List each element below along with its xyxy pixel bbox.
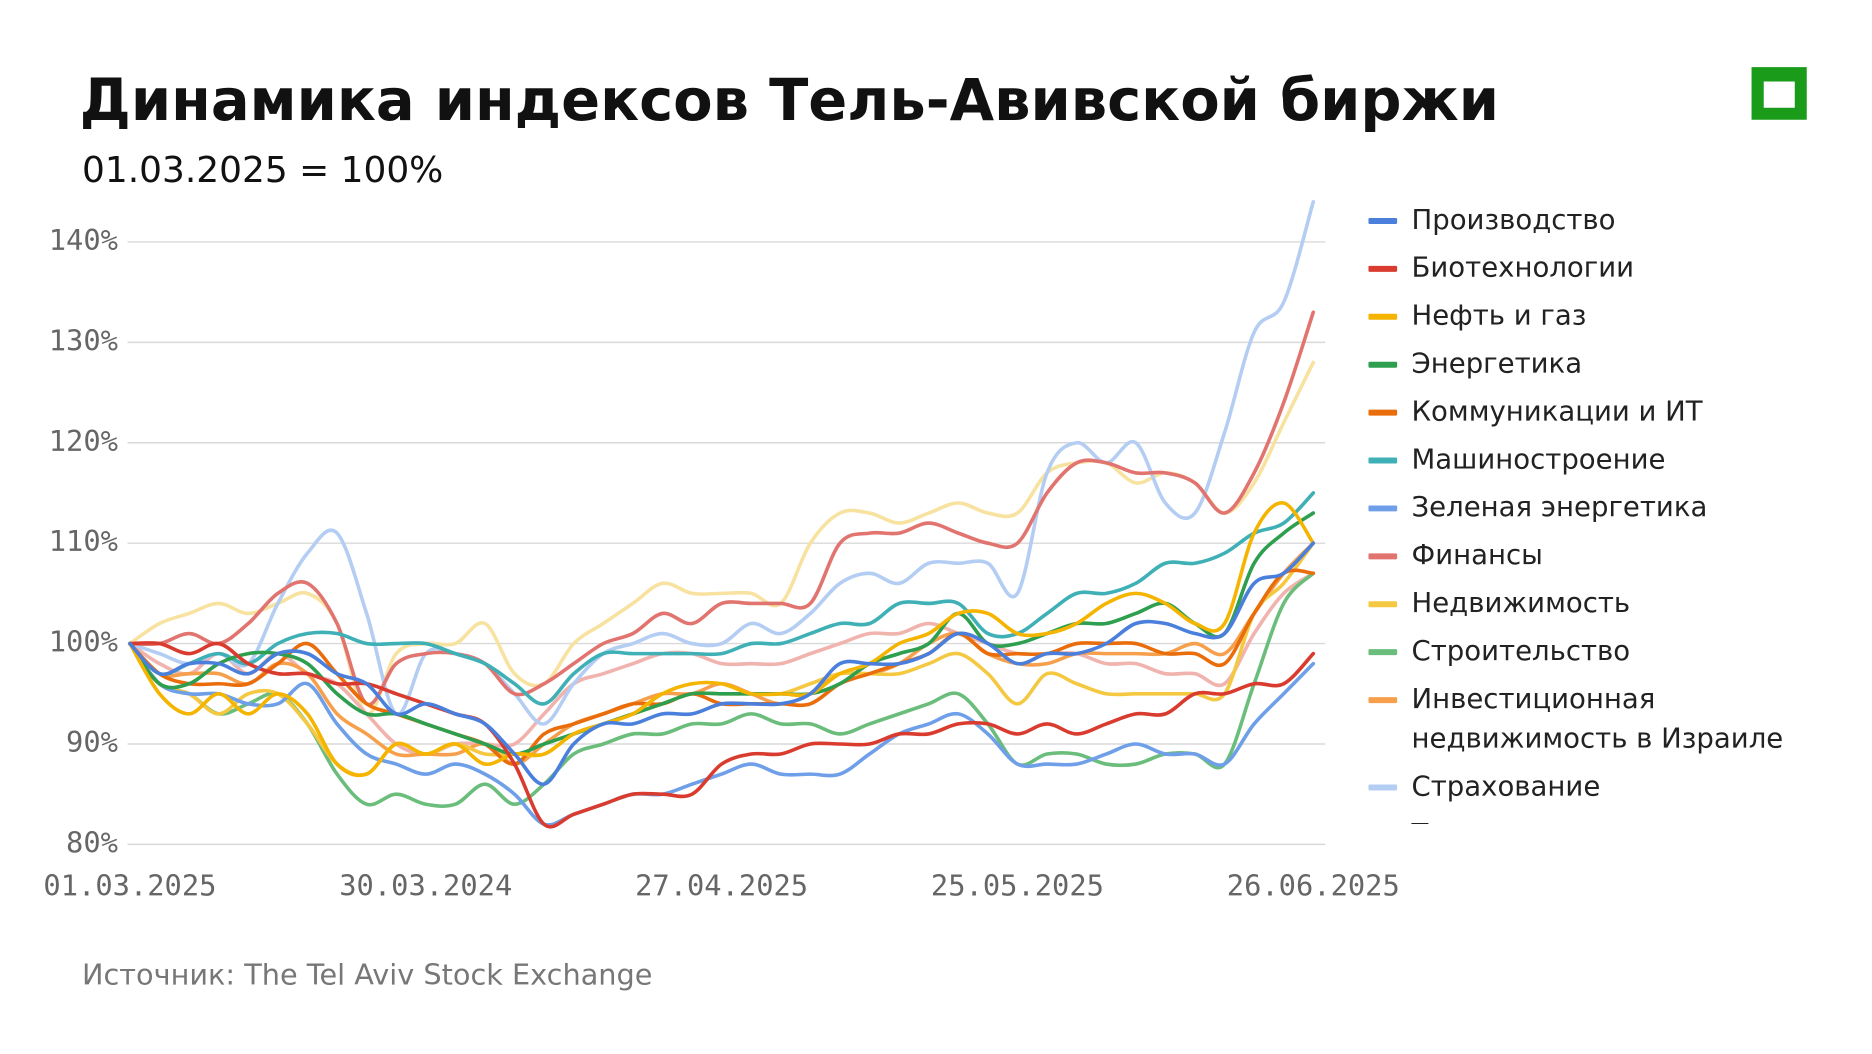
series-line [128,491,1316,706]
legend-swatch [1368,697,1398,704]
legend-label: Машиностроение [1411,444,1666,476]
legend-item: Биотехнологии [1368,249,1835,289]
legend-swatch [1368,361,1398,368]
y-tick-label: 110% [49,524,118,558]
legend-swatch [1368,784,1398,791]
legend-swatch [1368,649,1398,656]
y-tick-label: 80% [66,825,118,859]
legend-item: Зеленая энергетика [1368,489,1835,529]
legend-swatch [1368,265,1398,272]
y-tick-label: 120% [49,424,118,458]
legend-swatch [1368,457,1398,464]
legend: Производство Биотехнологии Нефть и газ Энер… [1368,201,1835,824]
series-line [128,360,1316,716]
legend-swatch [1368,505,1398,512]
series-line [128,199,1316,726]
legend-swatch [1368,313,1398,320]
legend-label: Нефть и газ [1411,300,1587,332]
series-line [128,541,1316,786]
y-tick-label: 90% [66,725,118,759]
legend-item: Производство [1368,201,1835,241]
legend-item: Финансы [1368,537,1835,577]
y-tick-label: 100% [49,625,118,659]
legend-label: Биотехнологии [1411,252,1635,284]
legend-item: Энергетика [1368,345,1835,385]
legend-item: Нефть и газ [1368,297,1835,337]
legend-label: Строительство [1411,635,1631,668]
legend-label: Торговля [1411,816,1544,824]
legend-label: Производство [1411,204,1616,236]
legend-swatch [1368,409,1398,416]
legend-label: Коммуникации и ИТ [1411,396,1703,428]
legend-label: Энергетика [1411,348,1583,380]
legend-swatch [1368,217,1398,224]
legend-label: Зеленая энергетика [1411,492,1708,524]
legend-item: Недвижимость [1368,584,1835,624]
legend-item: Строительство [1368,632,1835,672]
series-line [128,568,1316,766]
x-tick-label: 26.06.2025 [1227,869,1400,903]
legend-label: Инвестиционная недвижимость в Израиле [1411,683,1784,755]
legend-item: Торговля [1368,816,1835,824]
x-tick-label: 27.04.2025 [635,869,808,903]
legend-swatch [1368,553,1398,560]
legend-label: Недвижимость [1411,588,1631,620]
y-tick-label: 140% [49,223,118,257]
chart-subtitle: 01.03.2025 = 100% [82,150,443,191]
legend-label: Финансы [1411,540,1543,572]
series-line [128,541,1316,777]
x-tick-label: 25.05.2025 [931,869,1104,903]
series-line [128,641,1316,827]
series-line [128,501,1316,778]
legend-item: Инвестиционная недвижимость в Израиле [1368,680,1835,759]
y-tick-label: 130% [49,323,118,357]
legend-item: Страхование [1368,768,1835,808]
logo [1751,67,1807,120]
series-line [128,511,1316,756]
series-line [128,641,1316,829]
legend-item: Коммуникации и ИТ [1368,393,1835,433]
series-line [128,571,1316,808]
chart-title: Динамика индексов Тель-Авивской биржи [80,67,1499,134]
series-line [128,310,1316,707]
legend-item: Машиностроение [1368,441,1835,481]
x-tick-label: 01.03.2025 [43,869,216,903]
source-note: Источник: The Tel Aviv Stock Exchange [82,958,652,992]
x-tick-label: 30.03.2024 [339,869,512,903]
legend-label: Страхование [1411,771,1601,803]
legend-swatch [1368,601,1398,608]
